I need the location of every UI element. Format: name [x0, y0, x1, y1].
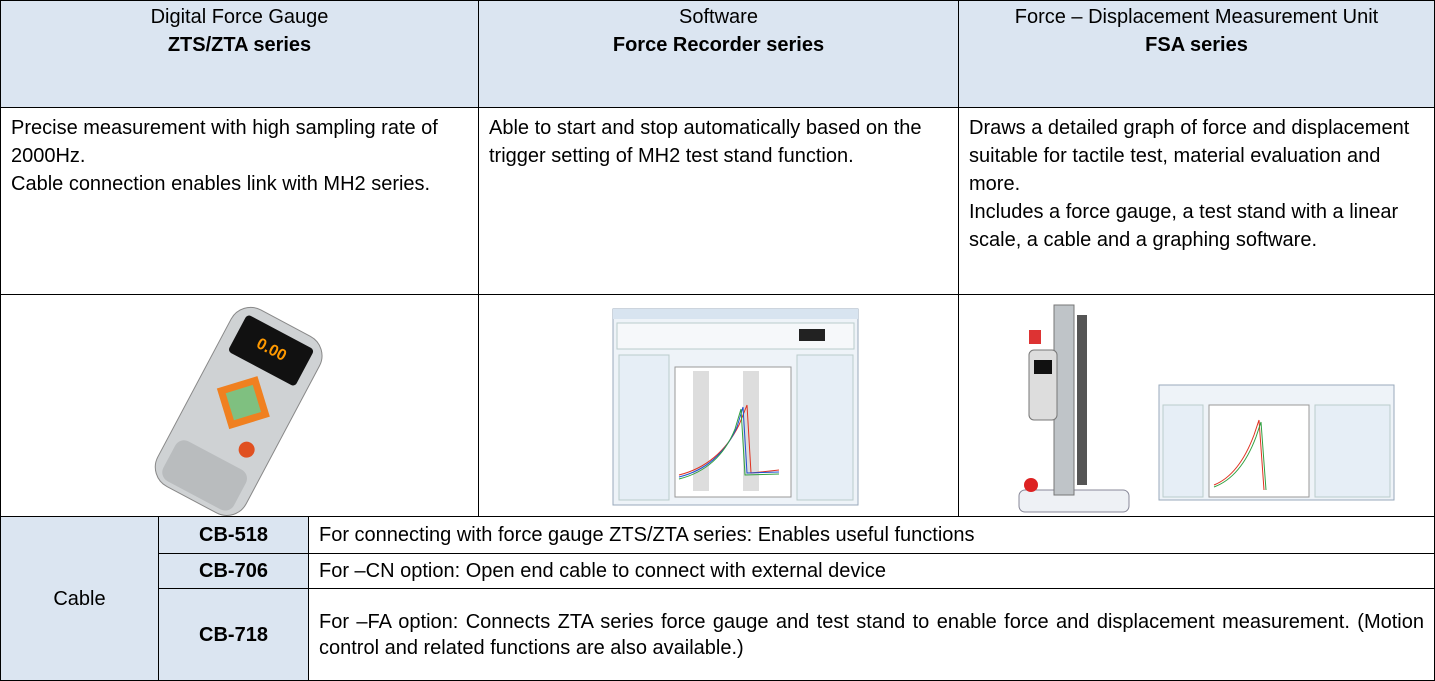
cable-description: For –FA option: Connects ZTA series forc… [319, 610, 1424, 659]
description-cell: Able to start and stop automatically bas… [478, 107, 959, 295]
product-name: Force Recorder series [612, 34, 825, 56]
image-cell [478, 294, 959, 517]
header-cell: Digital Force Gauge ZTS/ZTA series [0, 0, 479, 108]
model-cell: CB-718 [158, 588, 309, 681]
header-cell: Force – Displacement Measurement Unit FS… [958, 0, 1435, 108]
description-cell: Draws a detailed graph of force and disp… [958, 107, 1435, 295]
model: CB-706 [199, 560, 268, 582]
category: Digital Force Gauge [150, 6, 329, 28]
description: Draws a detailed graph of force and disp… [969, 117, 1410, 195]
product-name: ZTS/ZTA series [167, 34, 312, 56]
description: Precise measurement with high sampling r… [11, 117, 438, 167]
image-cell: 0.00 [0, 294, 479, 517]
header-cell: Software Force Recorder series [478, 0, 959, 108]
category: Software [679, 6, 758, 28]
description: Cable connection enables link with MH2 s… [11, 173, 431, 195]
description: Able to start and stop automatically bas… [489, 117, 922, 167]
model-cell: CB-518 [158, 516, 309, 554]
category: Force – Displacement Measurement Unit [1014, 6, 1379, 28]
cable-description-cell: For connecting with force gauge ZTS/ZTA … [308, 516, 1435, 554]
cable-label: Cable [53, 587, 106, 610]
image-cell [958, 294, 1435, 517]
model: CB-518 [199, 524, 268, 546]
gauge-image: 0.00 [154, 306, 323, 516]
cable-description: For –CN option: Open end cable to connec… [319, 560, 886, 582]
test-stand-image [1018, 304, 1395, 513]
cable-description-cell: For –FA option: Connects ZTA series forc… [308, 588, 1435, 681]
description-cell: Precise measurement with high sampling r… [0, 107, 479, 295]
cable-description: For connecting with force gauge ZTS/ZTA … [319, 524, 975, 546]
software-image [612, 308, 859, 506]
model: CB-718 [199, 623, 268, 646]
model-cell: CB-706 [158, 553, 309, 589]
cable-label-cell: Cable [0, 516, 159, 681]
product-name: FSA series [1145, 34, 1248, 56]
cable-description-cell: For –CN option: Open end cable to connec… [308, 553, 1435, 589]
description: Includes a force gauge, a test stand wit… [969, 201, 1399, 251]
